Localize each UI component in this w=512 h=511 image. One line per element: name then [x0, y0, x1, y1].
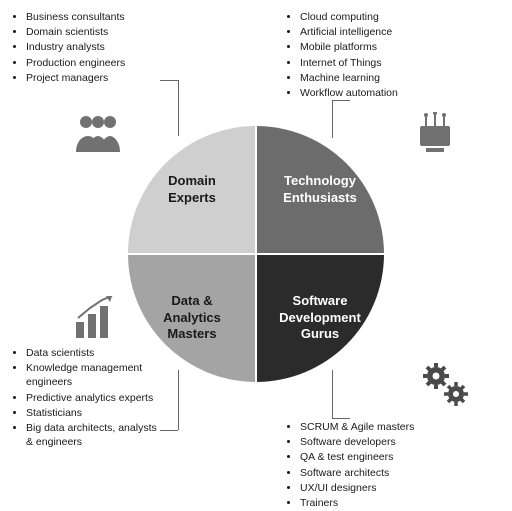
bar-chart-icon: [72, 296, 118, 342]
quadrant-bottom-right: Software Development Gurus: [256, 254, 384, 382]
connector: [178, 370, 179, 430]
list-item: Business consultants: [26, 10, 164, 24]
list-item: Artificial intelligence: [300, 25, 438, 39]
list-item: Big data architects, analysts & engineer…: [26, 421, 159, 449]
list-item: Data scientists: [26, 346, 159, 360]
list-item: Domain scientists: [26, 25, 164, 39]
quadrant-label: Data & Analytics Masters: [163, 293, 221, 344]
quadrant-circle: Domain Experts Technology Enthusiasts Da…: [128, 126, 384, 382]
bullets-top-left: Business consultantsDomain scientistsInd…: [14, 10, 164, 86]
list-item: Production engineers: [26, 56, 164, 70]
divider-horizontal: [128, 253, 384, 255]
list-item: Knowledge management engineers: [26, 361, 159, 389]
people-group-icon: [72, 112, 124, 152]
list-item: Cloud computing: [300, 10, 438, 24]
bullets-bottom-right: SCRUM & Agile mastersSoftware developers…: [288, 420, 438, 511]
quadrant-label: Domain Experts: [168, 173, 216, 207]
list-item: Statisticians: [26, 406, 159, 420]
bullets-top-right: Cloud computingArtificial intelligenceMo…: [288, 10, 438, 101]
list-item: Software developers: [300, 435, 438, 449]
quadrant-label: Software Development Gurus: [279, 293, 361, 344]
list-item: Internet of Things: [300, 56, 438, 70]
quadrant-label: Technology Enthusiasts: [283, 173, 357, 207]
list-item: Workflow automation: [300, 86, 438, 100]
list-item: Trainers: [300, 496, 438, 510]
list-item: UX/UI designers: [300, 481, 438, 495]
connector: [160, 430, 178, 431]
list-item: QA & test engineers: [300, 450, 438, 464]
list-item: Predictive analytics experts: [26, 391, 159, 405]
connector: [332, 418, 350, 419]
list-item: Software architects: [300, 466, 438, 480]
connector: [332, 100, 333, 138]
list-item: Industry analysts: [26, 40, 164, 54]
list-item: Project managers: [26, 71, 164, 85]
list-item: SCRUM & Agile masters: [300, 420, 438, 434]
list-item: Mobile platforms: [300, 40, 438, 54]
computer-chip-icon: [412, 112, 458, 158]
quadrant-top-right: Technology Enthusiasts: [256, 126, 384, 254]
connector: [332, 370, 333, 418]
gears-icon: [420, 360, 470, 410]
connector: [178, 80, 179, 136]
quadrant-top-left: Domain Experts: [128, 126, 256, 254]
bullets-bottom-left: Data scientistsKnowledge management engi…: [14, 346, 159, 450]
list-item: Machine learning: [300, 71, 438, 85]
